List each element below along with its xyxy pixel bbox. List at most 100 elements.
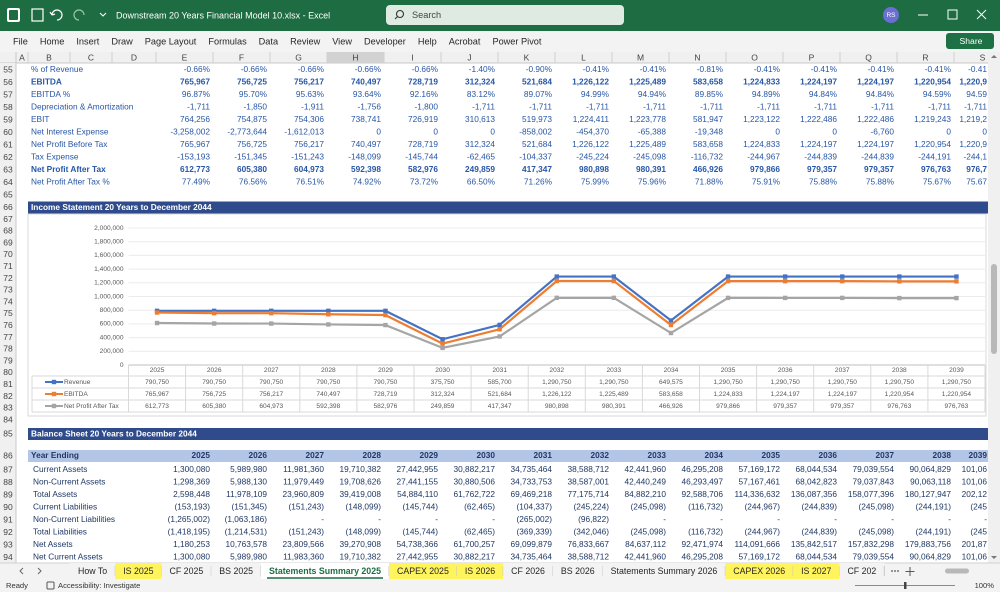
column-header[interactable]: K (524, 52, 530, 62)
row-header[interactable]: 86 (3, 450, 13, 460)
row-header[interactable]: 85 (3, 428, 13, 438)
ribbon-tab[interactable]: Review (290, 36, 320, 46)
sheet-tab[interactable] (211, 563, 262, 579)
save-icon[interactable] (31, 8, 44, 22)
row-header[interactable]: 64 (3, 177, 13, 187)
sheet-tab[interactable] (725, 563, 794, 579)
share-button[interactable] (946, 33, 994, 49)
add-sheet[interactable] (905, 567, 915, 576)
row-header[interactable]: 65 (3, 189, 13, 199)
column-header[interactable]: Q (865, 52, 872, 62)
ribbon-tab[interactable]: Insert (76, 36, 99, 46)
sheet-tab[interactable] (793, 563, 840, 579)
status-accessibility[interactable]: Accessibility: Investigate (58, 581, 140, 590)
ribbon-tab[interactable]: Help (418, 36, 437, 46)
close[interactable] (976, 9, 987, 20)
tab-prev[interactable] (19, 567, 24, 575)
row-header[interactable]: 55 (3, 64, 13, 74)
search-box[interactable] (386, 5, 624, 25)
row-header[interactable]: 84 (3, 414, 13, 424)
ribbon-tab[interactable]: Power Pivot (492, 36, 541, 46)
sheet-tab[interactable] (552, 563, 603, 579)
row-header[interactable]: 82 (3, 391, 13, 401)
column-header[interactable]: R (922, 52, 928, 62)
column-header[interactable]: A (19, 52, 25, 62)
row-header[interactable]: 89 (3, 489, 13, 499)
row-header[interactable]: 59 (3, 114, 13, 124)
row-header[interactable]: 91 (3, 514, 13, 524)
row-header[interactable]: 90 (3, 502, 13, 512)
ribbon-tab[interactable]: Formulas (208, 36, 247, 46)
column-header[interactable]: P (809, 52, 815, 62)
undo-icon[interactable] (49, 9, 63, 21)
row-header[interactable]: 75 (3, 308, 13, 318)
row-header[interactable]: 76 (3, 320, 13, 330)
sheet-tab[interactable] (456, 563, 504, 579)
column-header[interactable]: E (182, 52, 188, 62)
column-header[interactable]: O (751, 52, 758, 62)
column-header[interactable]: M (637, 52, 644, 62)
column-header[interactable]: D (131, 52, 137, 62)
ribbon-tab[interactable]: Home (40, 36, 65, 46)
row-header[interactable]: 79 (3, 355, 13, 365)
status-zoom[interactable]: 100% (975, 581, 995, 590)
row-header[interactable]: 63 (3, 164, 13, 174)
qat-more[interactable] (99, 12, 107, 17)
column-header[interactable]: G (295, 52, 302, 62)
sheet-tab[interactable] (261, 563, 389, 579)
scroll-down[interactable] (991, 556, 997, 559)
user-avatar[interactable] (883, 7, 899, 23)
row-header[interactable]: 62 (3, 152, 13, 162)
row-header[interactable]: 57 (3, 89, 13, 99)
row-header[interactable]: 80 (3, 367, 13, 377)
row-header[interactable]: 92 (3, 527, 13, 537)
row-header[interactable]: 66 (3, 202, 13, 212)
sheet-tab[interactable] (161, 563, 212, 579)
scroll-up[interactable] (991, 55, 997, 58)
row-header[interactable]: 56 (3, 77, 13, 87)
ribbon-tab[interactable]: File (13, 36, 28, 46)
column-header[interactable]: C (88, 52, 94, 62)
column-header[interactable]: L (581, 52, 586, 62)
sheet-tab[interactable] (115, 563, 162, 579)
ribbon-tab[interactable]: Page Layout (145, 36, 197, 46)
ribbon-tab[interactable]: View (332, 36, 352, 46)
row-header[interactable]: 71 (3, 261, 13, 271)
row-header[interactable]: 73 (3, 285, 13, 295)
row-header[interactable]: 78 (3, 344, 13, 354)
redo-icon[interactable] (73, 9, 85, 21)
tab-next[interactable] (37, 567, 42, 575)
column-header[interactable]: I (411, 52, 413, 62)
ribbon-tab[interactable]: Draw (111, 36, 133, 46)
ribbon-tab[interactable]: Acrobat (449, 36, 481, 46)
row-header[interactable]: 67 (3, 214, 13, 224)
column-header[interactable]: H (352, 52, 358, 62)
row-header[interactable]: 88 (3, 477, 13, 487)
row-header[interactable]: 69 (3, 237, 13, 247)
column-header[interactable]: J (467, 52, 471, 62)
column-header[interactable]: F (239, 52, 244, 62)
h-scroll-thumb[interactable] (945, 568, 969, 574)
column-header[interactable]: N (694, 52, 700, 62)
row-header[interactable]: 74 (3, 296, 13, 306)
row-header[interactable]: 58 (3, 102, 13, 112)
sheet-tab[interactable] (602, 563, 726, 579)
row-header[interactable]: 68 (3, 226, 13, 236)
row-header[interactable]: 93 (3, 539, 13, 549)
row-header[interactable]: 87 (3, 464, 13, 474)
row-header[interactable]: 83 (3, 403, 13, 413)
row-header[interactable]: 81 (3, 379, 13, 389)
ribbon-tab[interactable]: Data (259, 36, 279, 46)
sheet-tab[interactable] (839, 563, 885, 579)
zoom-thumb[interactable] (904, 582, 907, 589)
scroll-thumb[interactable] (991, 264, 997, 354)
row-header[interactable]: 70 (3, 249, 13, 259)
ribbon-tab[interactable]: Developer (364, 36, 406, 46)
row-header[interactable]: 72 (3, 273, 13, 283)
column-header[interactable]: S (980, 52, 986, 62)
sheet-tab[interactable] (389, 563, 457, 579)
column-header[interactable]: B (46, 52, 52, 62)
row-header[interactable]: 94 (3, 552, 13, 562)
row-header[interactable]: 61 (3, 139, 13, 149)
row-header[interactable]: 60 (3, 127, 13, 137)
